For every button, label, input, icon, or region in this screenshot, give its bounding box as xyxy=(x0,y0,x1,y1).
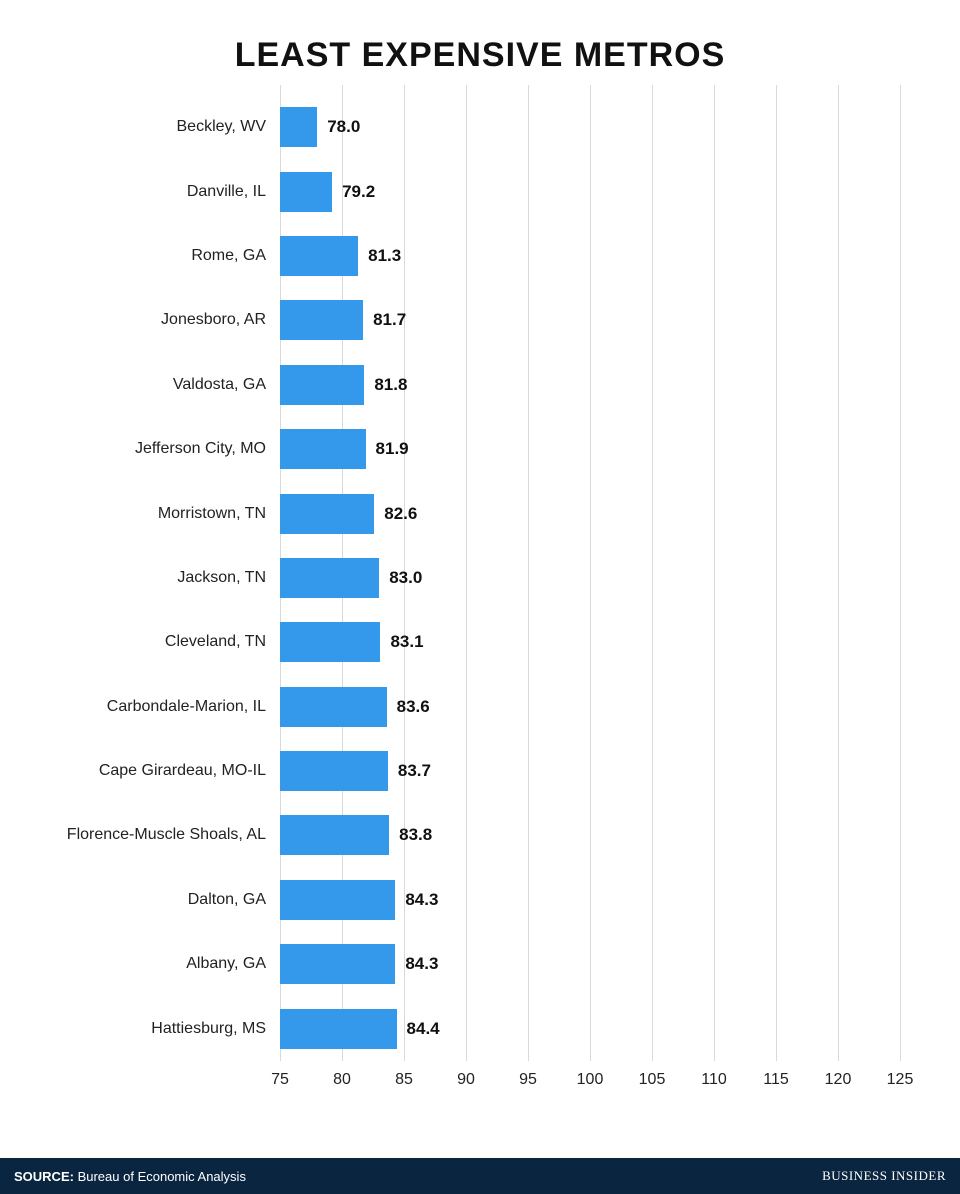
bar-category-label: Valdosta, GA xyxy=(173,376,280,394)
bar-category-label: Carbondale-Marion, IL xyxy=(107,698,280,716)
bar xyxy=(280,1009,397,1049)
x-tick-label: 90 xyxy=(457,1071,475,1089)
bar xyxy=(280,815,389,855)
bar-category-label: Jefferson City, MO xyxy=(135,440,280,458)
bar-category-label: Dalton, GA xyxy=(188,891,280,909)
bar-value-label: 79.2 xyxy=(332,182,375,202)
bar-value-label: 81.8 xyxy=(364,375,407,395)
bar-row: Rome, GA81.3 xyxy=(280,236,900,276)
bar-value-label: 83.7 xyxy=(388,761,431,781)
bar-row: Jefferson City, MO81.9 xyxy=(280,429,900,469)
bar-value-label: 84.3 xyxy=(395,890,438,910)
bar-row: Albany, GA84.3 xyxy=(280,944,900,984)
bar-row: Beckley, WV78.0 xyxy=(280,107,900,147)
bar-row: Jackson, TN83.0 xyxy=(280,558,900,598)
bar xyxy=(280,944,395,984)
bar xyxy=(280,558,379,598)
bar-category-label: Hattiesburg, MS xyxy=(151,1020,280,1038)
bar xyxy=(280,172,332,212)
bar-row: Carbondale-Marion, IL83.6 xyxy=(280,687,900,727)
bar-category-label: Beckley, WV xyxy=(177,118,281,136)
brand-logo: BUSINESS INSIDER xyxy=(822,1168,946,1184)
bar-category-label: Jonesboro, AR xyxy=(161,311,280,329)
x-tick-label: 80 xyxy=(333,1071,351,1089)
bar-row: Jonesboro, AR81.7 xyxy=(280,300,900,340)
source-text: Bureau of Economic Analysis xyxy=(78,1169,246,1184)
bar-category-label: Cleveland, TN xyxy=(165,633,280,651)
bars-container: Beckley, WV78.0 Danville, IL79.2 Rome, GA8… xyxy=(280,95,900,1061)
bar xyxy=(280,622,380,662)
x-tick-label: 125 xyxy=(887,1071,914,1089)
x-tick-label: 110 xyxy=(701,1071,727,1089)
gridline xyxy=(900,85,901,1061)
bar-value-label: 83.8 xyxy=(389,825,432,845)
bar-value-label: 83.6 xyxy=(387,697,430,717)
bar-value-label: 83.0 xyxy=(379,568,422,588)
source-label: SOURCE: xyxy=(14,1169,74,1184)
bar-value-label: 81.3 xyxy=(358,246,401,266)
x-tick-label: 115 xyxy=(763,1071,789,1089)
bar xyxy=(280,107,317,147)
x-tick-label: 100 xyxy=(577,1071,604,1089)
bar xyxy=(280,494,374,534)
bar xyxy=(280,365,364,405)
footer: SOURCE: Bureau of Economic Analysis BUSI… xyxy=(0,1158,960,1194)
bar-row: Dalton, GA84.3 xyxy=(280,880,900,920)
bar-row: Valdosta, GA81.8 xyxy=(280,365,900,405)
plot-area: Beckley, WV78.0 Danville, IL79.2 Rome, GA8… xyxy=(280,85,900,1105)
bar-value-label: 84.4 xyxy=(397,1019,440,1039)
x-tick-label: 85 xyxy=(395,1071,413,1089)
x-tick-label: 75 xyxy=(271,1071,289,1089)
bar-row: Cape Girardeau, MO-IL83.7 xyxy=(280,751,900,791)
x-tick-label: 95 xyxy=(519,1071,537,1089)
bar xyxy=(280,880,395,920)
bar-value-label: 81.7 xyxy=(363,310,406,330)
x-tick-label: 105 xyxy=(639,1071,666,1089)
bar-category-label: Morristown, TN xyxy=(158,505,280,523)
bar-value-label: 78.0 xyxy=(317,117,360,137)
x-tick-label: 120 xyxy=(825,1071,852,1089)
bar-category-label: Rome, GA xyxy=(191,247,280,265)
bar-row: Morristown, TN82.6 xyxy=(280,494,900,534)
bar-category-label: Danville, IL xyxy=(187,183,280,201)
bar-row: Hattiesburg, MS84.4 xyxy=(280,1009,900,1049)
bar xyxy=(280,751,388,791)
source-line: SOURCE: Bureau of Economic Analysis xyxy=(14,1169,246,1184)
bar xyxy=(280,429,366,469)
bar-category-label: Florence-Muscle Shoals, AL xyxy=(67,826,280,844)
bar-category-label: Albany, GA xyxy=(186,955,280,973)
bar-category-label: Jackson, TN xyxy=(177,569,280,587)
chart-title: LEAST EXPENSIVE METROS xyxy=(0,0,960,85)
bar-value-label: 84.3 xyxy=(395,954,438,974)
bar-category-label: Cape Girardeau, MO-IL xyxy=(99,762,280,780)
bar xyxy=(280,687,387,727)
bar-row: Florence-Muscle Shoals, AL83.8 xyxy=(280,815,900,855)
bar xyxy=(280,236,358,276)
bar-value-label: 83.1 xyxy=(380,632,423,652)
x-axis: 7580859095100105110115120125 xyxy=(280,1061,900,1105)
bar-value-label: 81.9 xyxy=(366,439,409,459)
bar-row: Danville, IL79.2 xyxy=(280,172,900,212)
bar-row: Cleveland, TN83.1 xyxy=(280,622,900,662)
bar xyxy=(280,300,363,340)
bar-value-label: 82.6 xyxy=(374,504,417,524)
